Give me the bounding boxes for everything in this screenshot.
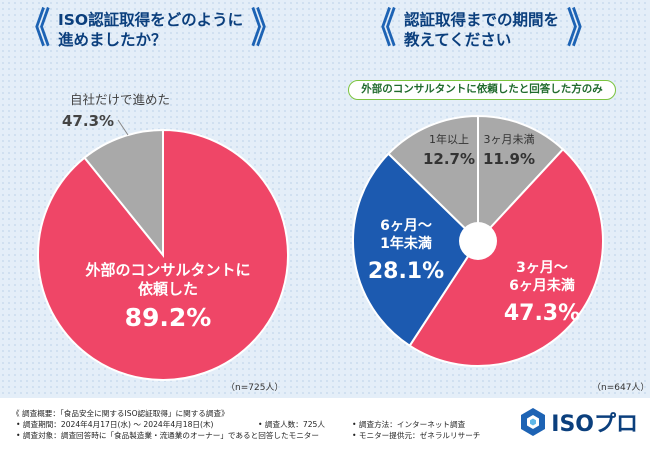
survey-period: • 調査期間：2024年4月17日(水) 〜 2024年4月18日(木) — [16, 420, 214, 429]
left-title-line1: ISO認証取得をどのように — [58, 11, 244, 29]
right-gray1-value: 11.9% — [483, 150, 535, 168]
survey-footer: 《 調査概要：「食品安全に関するISO認証取得」に関する調査》 • 調査期間：2… — [0, 398, 650, 450]
right-sample-size: （n=647人） — [592, 383, 650, 393]
right-gray2-value: 12.7% — [423, 150, 475, 168]
pie-charts: 自社だけで進めた 47.3% 外部のコンサルタントに 依頼した 89.2% 1年… — [37, 92, 604, 381]
left-pink-label-line1: 外部のコンサルタントに — [84, 261, 250, 279]
logo-text: ISOプロ — [551, 412, 638, 437]
left-pink-value: 89.2% — [125, 303, 212, 332]
bracket-open-icon: 《 — [20, 5, 50, 53]
right-blue-label-line1: 6ヶ月〜 — [380, 218, 432, 234]
pie-slice-3ヶ月未満 — [477, 114, 565, 244]
left-gray-label: 自社だけで進めた — [70, 92, 170, 107]
hexagon-logo-icon — [521, 408, 546, 436]
right-blue-value: 28.1% — [368, 259, 444, 284]
left-gray-value: 47.3% — [62, 112, 114, 130]
survey-target: • 調査対象：調査回答時に「食品製造業・流通業のオーナー」であると回答したモニタ… — [16, 431, 319, 440]
left-pink-label-line2: 依頼した — [138, 280, 198, 298]
survey-overview: 《 調査概要：「食品安全に関するISO認証取得」に関する調査》 — [12, 409, 229, 418]
survey-provider: • モニター提供元：ゼネラルリサーチ — [352, 431, 481, 440]
survey-method: • 調査方法：インターネット調査 — [352, 420, 466, 429]
pie-slice-6ヶ月〜1年未満 — [352, 152, 480, 348]
pie-slice-外部のコンサルタントに依頼した — [37, 128, 289, 381]
pie-slice-1年以上 — [387, 114, 479, 244]
right-pink-value: 47.3% — [504, 301, 580, 326]
right-blue-label-line2: 1年未満 — [380, 235, 432, 252]
right-gray2-label: 1年以上 — [429, 132, 469, 146]
pie-slice-自社だけで進めた — [83, 128, 164, 258]
left-sample-size: （n=725人） — [226, 383, 284, 393]
right-gray1-label: 3ヶ月未満 — [484, 133, 535, 146]
isopro-logo: ISOプロ — [519, 406, 638, 438]
right-pie-chart — [352, 114, 604, 367]
right-pink-label-line1: 3ヶ月〜 — [516, 260, 568, 276]
respondent-note: 外部のコンサルタントに依頼したと回答した方のみ — [348, 80, 616, 100]
right-panel-title: 《 認証取得までの期間を 教えてください 》 — [366, 6, 597, 53]
left-pie-chart — [37, 128, 289, 381]
bracket-close-icon: 》 — [567, 5, 598, 53]
right-pink-label-line2: 6ヶ月未満 — [509, 277, 575, 294]
pie-slice-3ヶ月〜6ヶ月未満 — [408, 147, 604, 367]
right-title-line1: 認証取得までの期間を — [404, 11, 560, 29]
callout-line — [117, 119, 129, 136]
bracket-open-icon: 《 — [366, 5, 396, 53]
right-title-line2: 教えてください — [404, 31, 512, 49]
survey-respondents: • 調査人数：725人 — [258, 420, 325, 429]
bracket-close-icon: 》 — [251, 5, 282, 53]
left-title-line2: 進めましたか？ — [58, 31, 167, 49]
donut-hole — [459, 222, 497, 260]
left-panel-title: 《 ISO認証取得をどのように 進めましたか？ 》 — [20, 6, 281, 53]
